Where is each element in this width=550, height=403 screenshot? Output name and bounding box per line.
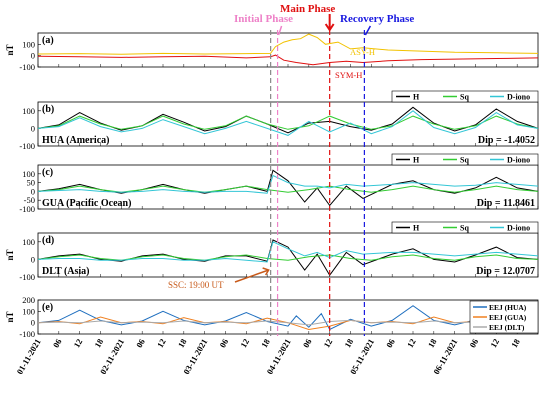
legend-text: Sq [460,156,469,165]
x-tick-label: 06 [301,337,314,349]
y-tick-label: 0 [31,51,35,61]
recovery-phase-arrow [364,25,372,36]
recovery-phase-label: Recovery Phase [340,13,414,25]
ssc-label: SSC: 19:00 UT [168,280,224,290]
series-line-d-iono [37,110,539,136]
panel-4: 100 0 -100 nT (d) DLT (Asia) Dip = 12.0707 H Sq D… [5,221,539,282]
legend-text: H [413,93,420,102]
y-tick-label: 50 [27,178,36,188]
panel-label: (a) [42,35,54,46]
panel-frame [37,32,539,68]
y-tick-label: -50 [24,195,35,205]
y-axis-label: nT [5,249,15,260]
legend-text: EEJ (HUA) [489,303,527,312]
phase-lines-layer [234,14,372,336]
x-tick-label: 12 [155,337,168,349]
y-axis-label: nT [5,311,15,322]
x-tick-label: 18 [342,337,355,349]
legend-text: Sq [460,224,469,233]
legend-text: H [413,156,420,165]
legend-text: D-iono [507,156,530,165]
series-line-sym-h [37,54,539,66]
x-tick-label: 18 [92,337,105,349]
series-line-sq [37,115,539,130]
x-tick-label: 01-11-2021 [14,337,42,376]
series-line-eej-hua- [37,305,539,331]
y-tick-label: 0 [31,254,35,264]
panel-label: (c) [42,167,53,178]
y-tick-label: -100 [19,62,35,72]
legend-text: H [413,224,420,233]
ssc-arrow [234,267,270,283]
series-line-asy-h [37,33,539,55]
panel-2: 100 0 -100 (b) HUA (America) Dip = -1.4052 H Sq… [19,90,539,151]
panel-label: (e) [42,302,53,313]
y-tick-label: 0 [31,186,35,196]
x-tick-label: 12 [71,337,84,349]
x-tick-label: 06 [384,337,397,349]
series-line-d-iono [37,174,539,194]
y-tick-label: -100 [19,329,35,339]
panel-label: (d) [42,235,54,246]
panel-1: 100 0-100 nT (a) ASY-H SYM-H [5,32,539,80]
panel-frame [37,232,539,278]
x-tick-label: 18 [426,337,439,349]
x-tick-label: 12 [238,337,251,349]
legend-text: D-iono [507,93,530,102]
y-tick-label: -100 [19,204,35,214]
legend-text: SYM-H [335,70,362,80]
main-phase-arrow [324,14,335,32]
y-tick-label: 100 [22,39,35,49]
x-tick-label: 06 [467,337,480,349]
x-tick-label: 18 [259,337,272,349]
x-tick-label: 06 [217,337,230,349]
y-tick-label: 100 [22,306,35,316]
initial-phase-label: Initial Phase [234,13,293,25]
y-tick-label: 100 [22,169,35,179]
series-line-h [37,106,539,134]
x-tick-label: 06 [51,337,64,349]
y-tick-label: -100 [19,141,35,151]
y-tick-label: 0 [31,123,35,133]
y-tick-label: 100 [22,106,35,116]
panel-frame [37,299,539,335]
legend-text: ASY-H [350,47,375,57]
panel-frame [37,164,539,210]
y-tick-label: -100 [19,272,35,282]
legend-box [391,153,539,166]
dip-label: Dip = 12.0707 [476,266,535,277]
legend-text: EEJ (DLT) [489,323,525,332]
legend-text: D-iono [507,224,530,233]
series-line-eej-dlt- [37,319,539,326]
x-tick-label: 12 [321,337,334,349]
legend-box [391,90,539,103]
y-tick-label: 0 [31,318,35,328]
dip-label: Dip = 11.8461 [477,198,535,209]
station-label: GUA (Pacific Ocean) [42,198,131,209]
y-tick-label: 100 [22,237,35,247]
x-tick-label: 18 [176,337,189,349]
series-line-d-iono [37,241,539,263]
y-tick-label: 200 [22,295,35,305]
panel-frame [37,101,539,147]
panel-label: (b) [42,104,54,115]
x-tick-label: 12 [405,337,418,349]
dip-label: Dip = -1.4052 [478,135,535,146]
legend-box [391,221,539,234]
station-label: HUA (America) [42,135,109,146]
x-tick-label: 12 [488,337,501,349]
legend-text: EEJ (GUA) [489,313,527,322]
legend-text: Sq [460,93,469,102]
x-tick-label: 18 [509,337,522,349]
initial-phase-arrow [277,25,283,36]
main-phase-label: Main Phase [280,3,335,15]
station-label: DLT (Asia) [42,266,90,277]
x-tick-label: 06 [134,337,147,349]
y-axis-label: nT [5,44,15,55]
